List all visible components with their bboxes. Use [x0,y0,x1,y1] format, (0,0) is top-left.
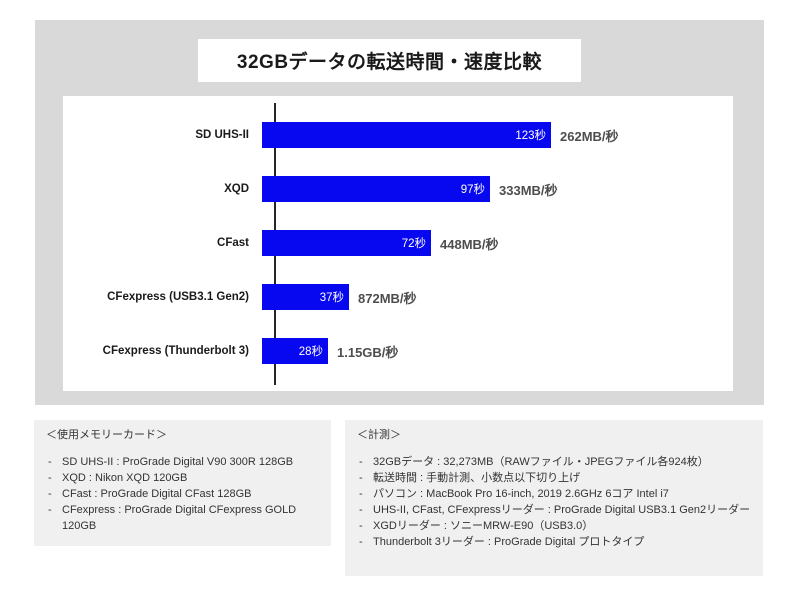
note-item: SD UHS-II : ProGrade Digital V90 300R 12… [46,454,319,470]
note-heading-measurement: ＜計測＞ [357,429,401,441]
note-item: XGDリーダー : ソニーMRW-E90（USB3.0） [357,518,751,534]
note-item: CFast : ProGrade Digital CFast 128GB [46,486,319,502]
chart-title-box: 32GBデータの転送時間・速度比較 [198,39,581,82]
note-list-memory-cards: SD UHS-II : ProGrade Digital V90 300R 12… [46,454,319,534]
bar-category-label: CFast [217,236,249,249]
note-item: 転送時間 : 手動計測、小数点以下切り上げ [357,470,751,486]
chart-title: 32GBデータの転送時間・速度比較 [236,52,543,73]
note-item: CFexpress : ProGrade Digital CFexpress G… [46,502,319,534]
bar-speed-label: 1.15GB/秒 [337,344,399,360]
bar-category-label: XQD [224,182,249,195]
bar-time-label: 72秒 [401,238,426,250]
note-box-memory-cards: ＜使用メモリーカード＞ SD UHS-II : ProGrade Digital… [34,420,331,546]
spacer [46,443,319,454]
bar-row: XQD 97秒 333MB/秒 [70,176,558,202]
bar-speed-label: 872MB/秒 [358,290,417,306]
bar-time-label: 123秒 [515,130,546,142]
spacer [357,443,751,454]
bar: 123秒 [262,122,551,148]
bar-speed-label: 448MB/秒 [440,236,499,252]
bar-row: CFast 72秒 448MB/秒 [70,230,499,256]
bar: 37秒 [262,284,349,310]
bar: 72秒 [262,230,431,256]
bar-speed-label: 262MB/秒 [560,128,619,144]
note-item: UHS-II, CFast, CFexpressリーダー : ProGrade … [357,502,751,518]
bar-category-label: CFexpress (USB3.1 Gen2) [107,290,249,303]
bar-time-label: 28秒 [298,346,323,358]
bar-time-label: 97秒 [460,184,485,196]
bar-row: CFexpress (USB3.1 Gen2) 37秒 872MB/秒 [70,284,417,310]
note-item: パソコン : MacBook Pro 16-inch, 2019 2.6GHz … [357,486,751,502]
bar: 28秒 [262,338,328,364]
bar-row: CFexpress (Thunderbolt 3) 28秒 1.15GB/秒 [70,338,398,364]
note-heading-memory-cards: ＜使用メモリーカード＞ [46,429,167,441]
note-item: 32GBデータ : 32,273MB（RAWファイル・JPEGファイル各924枚… [357,454,751,470]
bar-speed-label: 333MB/秒 [499,182,558,198]
bar-category-label: SD UHS-II [195,128,249,141]
bar-row: SD UHS-II 123秒 262MB/秒 [70,122,619,148]
note-item: Thunderbolt 3リーダー : ProGrade Digital プロト… [357,534,751,550]
note-box-measurement: ＜計測＞ 32GBデータ : 32,273MB（RAWファイル・JPEGファイル… [345,420,763,576]
note-list-measurement: 32GBデータ : 32,273MB（RAWファイル・JPEGファイル各924枚… [357,454,751,550]
bar-category-label: CFexpress (Thunderbolt 3) [102,344,249,357]
bar: 97秒 [262,176,490,202]
note-item: XQD : Nikon XQD 120GB [46,470,319,486]
bar-time-label: 37秒 [319,292,344,304]
